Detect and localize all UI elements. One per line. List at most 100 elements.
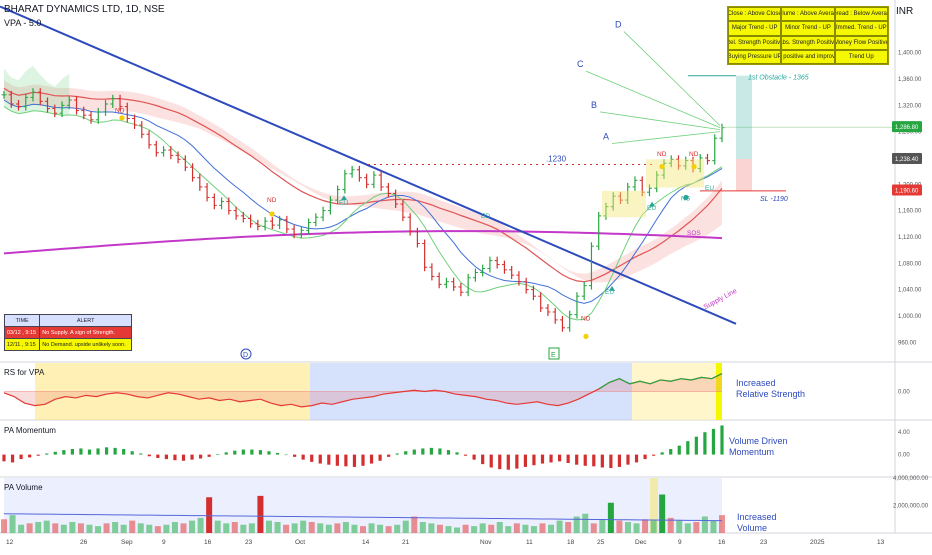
signal-marker: ED [481,213,490,220]
info-cell: Rel. Strength Positive [728,35,782,50]
price-badge-label: 1,286.80 [895,125,919,131]
signal-marker: SOS [687,230,701,237]
alert-time: 12/11 , 9:15 [3,338,41,351]
wave-label: A [603,131,609,141]
volume-bar [334,523,341,533]
momentum-bar [2,454,6,462]
signal-marker: EU [339,200,348,207]
momentum-bar [130,451,134,455]
volume-bar [607,502,614,533]
signal-marker: ND [689,151,699,158]
stop-loss-label: SL -1190 [760,196,788,203]
symbol-title: BHARAT DYNAMICS LTD, 1D, NSE [4,4,165,15]
signal-marker: ND [267,197,277,204]
time-axis-tick: 18 [567,539,575,546]
volume-note: Increased [737,512,777,522]
momentum-bar [429,447,433,455]
signal-dot [269,211,275,217]
momentum-bar [335,454,339,466]
momentum-axis-tick: 0.00 [898,453,910,459]
price-axis-tick: 1,000.00 [898,314,922,320]
rs-area [4,373,722,407]
info-cell: Immed. Trend - UP [834,21,888,36]
momentum-bar [19,454,23,460]
time-axis-tick: Sep [121,539,133,546]
wave-line [585,70,721,129]
momentum-bar [703,432,707,455]
volume-bar [445,526,452,533]
volume-bar [462,524,469,533]
moving-average-long [3,230,723,255]
momentum-bar [369,454,374,464]
price-badge [892,121,922,133]
rs-panel-title: RS for VPA [4,368,45,377]
momentum-bar [173,454,177,461]
volume-bar [283,524,290,533]
info-cell: Money Flow Positive [834,35,888,50]
signal-marker: ND [115,108,125,115]
signal-dot [691,163,697,170]
momentum-bar [344,454,348,467]
info-cell: MA positive and improving [781,49,835,64]
momentum-bar [79,448,83,455]
trend-cloud [4,65,70,116]
signal-triangle [609,285,615,291]
momentum-bar [652,454,656,456]
momentum-bar [617,454,622,467]
volume-bar [693,522,700,533]
signal-dot [683,194,689,201]
event-badge [548,347,560,360]
currency-label[interactable]: INR [896,6,914,17]
time-axis-tick: 9 [162,539,166,546]
volume-bar [180,523,187,533]
volume-background [4,478,722,533]
momentum-bar [181,454,186,461]
time-axis-tick: 13 [877,539,885,546]
time-axis-tick: 11 [526,539,533,546]
obstacle-label: 1st Obstacle - 1365 [748,75,809,82]
momentum-bar [147,454,151,457]
momentum-bar [583,454,587,466]
volume-bar [402,520,409,533]
alert-header-alert: ALERT [39,314,132,327]
volume-bar [616,520,623,533]
time-axis-tick: 14 [362,539,370,546]
time-axis-tick: 2025 [810,539,825,546]
volume-bar [719,515,725,533]
stop-zone [736,159,752,191]
momentum-bar [387,454,391,457]
momentum-bar [549,454,553,463]
price-axis-tick: 1,320.00 [898,103,922,109]
volume-bar [265,520,272,533]
price-axis-tick: 1,280.00 [898,130,922,136]
momentum-bar [489,454,493,468]
trend-info-grid: Close : Above Close Volume : Above Avera… [727,6,889,65]
momentum-bar [412,449,416,455]
event-badge [240,348,252,360]
volume-bar [154,526,161,533]
moving-average-fast [3,106,723,321]
volume-bar [197,517,204,533]
momentum-bar [446,450,451,455]
signal-dot [119,115,125,121]
moving-average-short [3,99,723,304]
volume-bar [633,523,640,533]
volume-bar [231,522,238,533]
momentum-bar [241,449,245,455]
volume-bar [488,524,495,533]
momentum-bar [267,451,271,455]
volume-panel-title: PA Volume [4,483,43,492]
signal-triangle [649,201,655,207]
volume-bar [257,495,264,533]
volume-note: Volume [737,523,767,533]
momentum-bar [104,447,109,455]
info-cell: Volume : Above Average [781,7,835,22]
momentum-bar [481,454,485,465]
volume-bar [667,517,674,533]
momentum-bar [164,454,169,460]
rs-axis-tick: 0.00 [898,390,910,396]
volume-bar [308,522,315,533]
momentum-bar [378,454,382,461]
volume-bar [496,522,503,533]
